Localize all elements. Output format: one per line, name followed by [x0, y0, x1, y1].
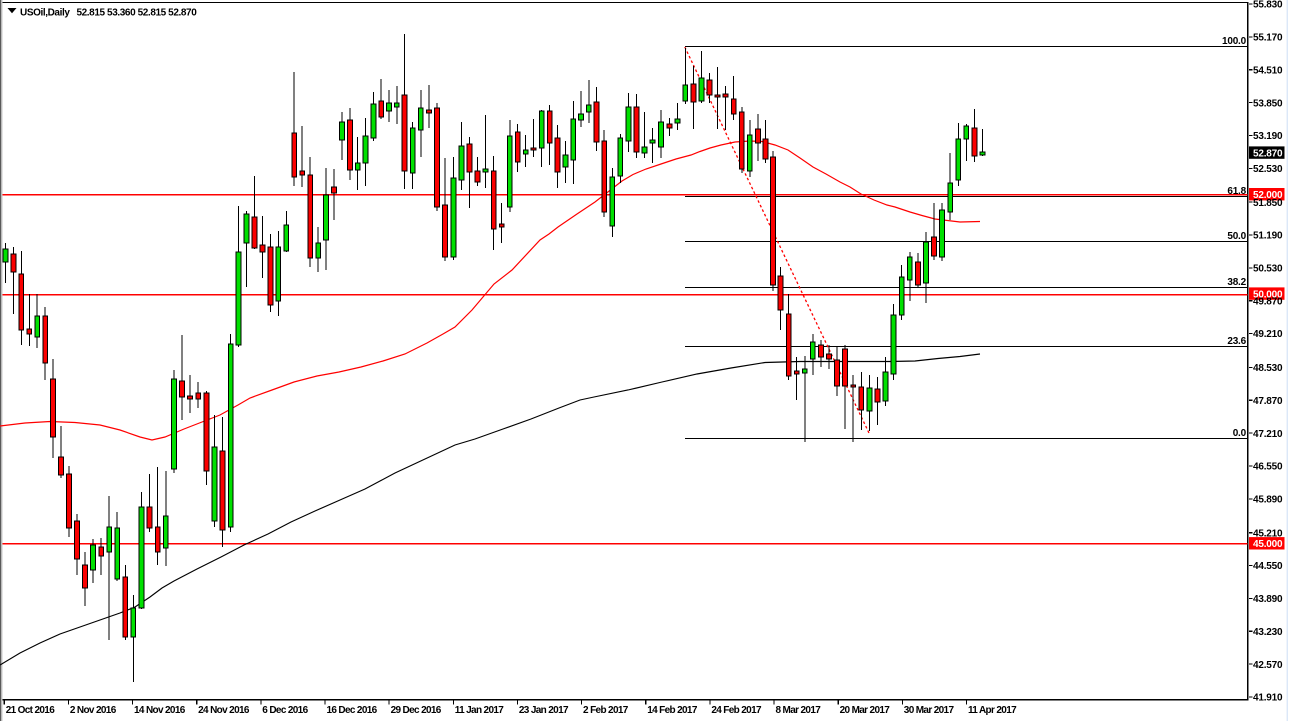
svg-text:6 Dec 2016: 6 Dec 2016 — [262, 705, 308, 716]
svg-text:11 Jan 2017: 11 Jan 2017 — [455, 705, 505, 716]
svg-text:47.870: 47.870 — [1253, 396, 1283, 407]
svg-text:48.530: 48.530 — [1253, 363, 1283, 374]
svg-text:51.190: 51.190 — [1253, 231, 1283, 242]
svg-text:23 Jan 2017: 23 Jan 2017 — [519, 705, 569, 716]
svg-text:42.570: 42.570 — [1253, 660, 1283, 671]
svg-text:46.550: 46.550 — [1253, 462, 1283, 473]
svg-text:50.0: 50.0 — [1227, 231, 1246, 242]
svg-text:47.210: 47.210 — [1253, 429, 1283, 440]
svg-text:61.8: 61.8 — [1227, 186, 1246, 197]
svg-text:52.000: 52.000 — [1253, 190, 1283, 201]
svg-text:45.000: 45.000 — [1253, 539, 1283, 550]
svg-text:43.230: 43.230 — [1253, 627, 1283, 638]
svg-text:55.170: 55.170 — [1253, 33, 1283, 44]
svg-text:0.0: 0.0 — [1233, 428, 1247, 439]
svg-text:49.870: 49.870 — [1253, 296, 1283, 307]
svg-text:52.870: 52.870 — [1253, 148, 1283, 159]
svg-text:2 Feb 2017: 2 Feb 2017 — [583, 705, 629, 716]
svg-text:45.890: 45.890 — [1253, 495, 1283, 506]
svg-text:100.0: 100.0 — [1222, 36, 1247, 47]
svg-text:29 Dec 2016: 29 Dec 2016 — [391, 705, 442, 716]
svg-text:38.2: 38.2 — [1227, 277, 1246, 288]
svg-text:53.850: 53.850 — [1253, 98, 1283, 109]
svg-text:23.6: 23.6 — [1227, 336, 1246, 347]
svg-text:51.850: 51.850 — [1253, 198, 1283, 209]
svg-text:49.210: 49.210 — [1253, 329, 1283, 340]
svg-text:11 Apr 2017: 11 Apr 2017 — [968, 705, 1017, 716]
svg-text:24 Feb 2017: 24 Feb 2017 — [711, 705, 762, 716]
svg-text:8 Mar 2017: 8 Mar 2017 — [776, 705, 822, 716]
svg-text:2 Nov 2016: 2 Nov 2016 — [70, 705, 117, 716]
svg-text:44.550: 44.550 — [1253, 561, 1283, 572]
svg-text:41.910: 41.910 — [1253, 693, 1283, 704]
svg-text:16 Dec 2016: 16 Dec 2016 — [326, 705, 377, 716]
svg-text:24 Nov 2016: 24 Nov 2016 — [198, 705, 250, 716]
svg-text:45.210: 45.210 — [1253, 528, 1283, 539]
svg-text:14 Feb 2017: 14 Feb 2017 — [647, 705, 698, 716]
svg-text:52.530: 52.530 — [1253, 164, 1283, 175]
svg-text:54.510: 54.510 — [1253, 65, 1283, 76]
svg-text:50.000: 50.000 — [1253, 289, 1283, 300]
svg-text:55.830: 55.830 — [1253, 0, 1283, 11]
svg-text:21 Oct 2016: 21 Oct 2016 — [6, 705, 56, 716]
svg-text:50.530: 50.530 — [1253, 264, 1283, 275]
svg-text:14 Nov 2016: 14 Nov 2016 — [134, 705, 186, 716]
svg-text:43.890: 43.890 — [1253, 594, 1283, 605]
svg-text:20 Mar 2017: 20 Mar 2017 — [840, 705, 891, 716]
svg-text:53.190: 53.190 — [1253, 131, 1283, 142]
svg-text:30 Mar 2017: 30 Mar 2017 — [904, 705, 955, 716]
svg-text:USOil,Daily 52.815 53.360 52.: USOil,Daily 52.815 53.360 52.815 52.870 — [20, 8, 197, 19]
